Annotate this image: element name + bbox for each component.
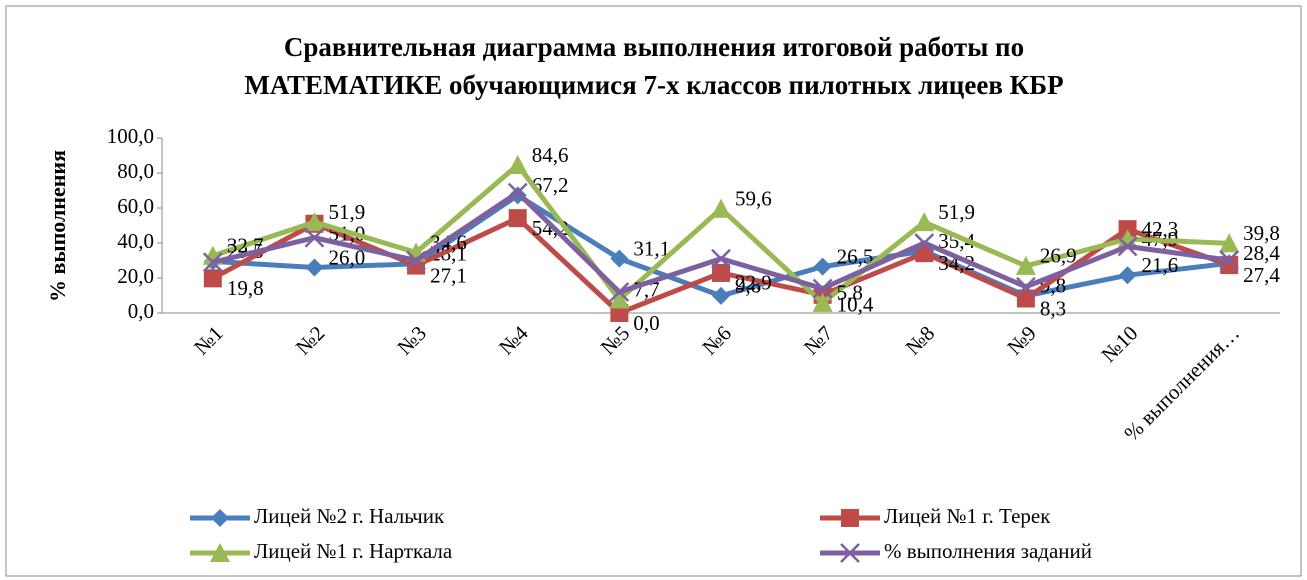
marker: [812, 292, 833, 312]
marker: [507, 182, 528, 203]
marker: [914, 233, 935, 253]
marker: [202, 252, 223, 273]
data-label: 19,8: [227, 276, 264, 300]
marker: [508, 209, 527, 228]
y-tick-label: 80,0: [117, 159, 154, 183]
marker: [305, 258, 324, 277]
legend-label: Лицей №2 г. Нальчик: [254, 504, 445, 528]
marker: [609, 289, 630, 309]
marker: [610, 249, 629, 268]
marker: [812, 278, 833, 299]
marker: [210, 543, 230, 562]
y-tick-label: 100,0: [107, 124, 154, 148]
marker: [1219, 233, 1240, 253]
legend-label: Лицей №1 г. Нарткала: [254, 539, 453, 563]
marker: [712, 263, 730, 282]
data-label: 21,6: [1142, 253, 1179, 277]
marker: [711, 198, 731, 218]
y-tick-label: 0,0: [128, 299, 154, 323]
data-label: 51,9: [328, 200, 365, 224]
marker: [840, 543, 860, 563]
data-label: 34,6: [430, 230, 467, 254]
data-label: 59,6: [735, 187, 772, 211]
marker: [1117, 236, 1138, 257]
chart-subtitle: МАТЕМАТИКЕ обучающимися 7-х классов пило…: [244, 70, 1063, 100]
marker: [813, 257, 832, 276]
data-label: 5,8: [837, 281, 863, 305]
marker: [711, 248, 731, 269]
data-label: 22,9: [735, 271, 772, 295]
legend-label: Лицей №1 г. Терек: [884, 504, 1051, 528]
data-label: 0,0: [633, 311, 659, 335]
data-label: 27,4: [1243, 263, 1280, 287]
data-label: 84,6: [532, 143, 569, 167]
data-label: 27,1: [430, 263, 467, 287]
marker: [1219, 250, 1240, 271]
marker: [914, 212, 935, 232]
marker: [304, 227, 325, 248]
marker: [609, 282, 630, 302]
marker: [211, 509, 229, 527]
marker: [712, 286, 730, 305]
marker: [507, 154, 528, 174]
data-label: 28,4: [1243, 241, 1280, 265]
data-label: 26,9: [1040, 244, 1077, 268]
data-label: 51,9: [938, 200, 975, 224]
marker: [304, 212, 325, 232]
marker: [1118, 266, 1137, 285]
marker: [1015, 255, 1036, 275]
marker: [406, 250, 426, 271]
marker: [203, 269, 222, 288]
marker: [1016, 276, 1036, 297]
chart-title: Сравнительная диаграмма выполнения итого…: [284, 32, 1024, 62]
y-axis-title: % выполнения: [45, 150, 70, 302]
marker: [841, 509, 859, 527]
y-tick-label: 60,0: [117, 194, 154, 218]
y-tick-label: 40,0: [117, 229, 154, 253]
data-label: 39,8: [1243, 221, 1280, 245]
chart-frame: [5, 5, 1302, 577]
data-label: 42,3: [1142, 217, 1179, 241]
data-label: 10,4: [837, 293, 874, 317]
marker: [1016, 289, 1035, 308]
data-label: 8,3: [1040, 296, 1066, 320]
legend-label: % выполнения заданий: [884, 539, 1092, 563]
y-tick-label: 20,0: [117, 264, 154, 288]
